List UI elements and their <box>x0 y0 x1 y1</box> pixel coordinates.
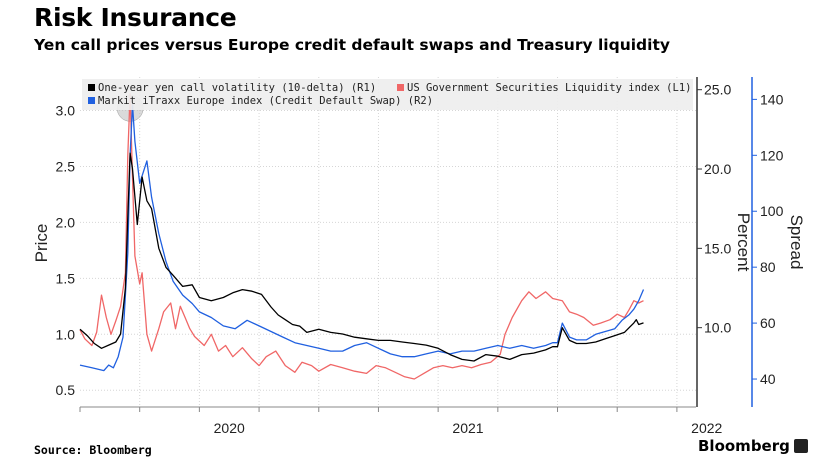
right-spread-tick-label: 80 <box>760 259 776 275</box>
x-tick-label: 2021 <box>452 420 483 436</box>
bloomberg-logo: Bloomberg <box>698 437 808 455</box>
legend: One-year yen call volatility (10-delta) … <box>82 79 693 110</box>
chart-subtitle: Yen call prices versus Europe credit def… <box>34 36 670 54</box>
left-tick-label: 1.0 <box>56 326 76 342</box>
left-tick-label: 2.5 <box>56 158 76 174</box>
right-axis-spread-ticks: 40 60 80 100 120 140 <box>752 91 784 387</box>
right-spread-tick-label: 40 <box>760 371 776 387</box>
right-axis-percent-title: Percent <box>734 213 753 272</box>
left-tick-label: 1.5 <box>56 270 76 286</box>
chart-title: Risk Insurance <box>34 3 237 32</box>
source-note: Source: Bloomberg <box>34 443 152 457</box>
right-spread-tick-label: 60 <box>760 315 776 331</box>
right-spread-tick-label: 140 <box>760 91 784 107</box>
right-percent-tick-label: 25.0 <box>704 82 731 98</box>
right-axis-percent-ticks: 10.0 15.0 20.0 25.0 <box>697 82 731 336</box>
right-axis-spread-title: Spread <box>787 215 806 270</box>
left-tick-label: 3.0 <box>56 103 76 119</box>
brand-mark-icon <box>793 439 808 453</box>
right-percent-tick-label: 10.0 <box>704 320 731 336</box>
left-tick-label: 2.0 <box>56 214 76 230</box>
series-line-1 <box>79 152 644 362</box>
series-line-2 <box>79 104 645 372</box>
legend-label-blue: Markit iTraxx Europe index (Credit Defau… <box>98 95 433 107</box>
legend-swatch-black <box>88 84 95 91</box>
legend-background <box>82 79 693 110</box>
x-tick-label: 2022 <box>691 420 722 436</box>
plot-background <box>80 77 696 407</box>
grid-lines <box>80 77 696 407</box>
series-line-0 <box>79 93 644 380</box>
x-tick-label: 2020 <box>214 420 245 436</box>
legend-swatch-red <box>397 84 404 91</box>
left-axis-title: Price <box>32 224 51 263</box>
right-spread-tick-label: 100 <box>760 203 784 219</box>
legend-label-black: One-year yen call volatility (10-delta) … <box>98 82 376 94</box>
left-tick-label: 0.5 <box>56 382 76 398</box>
series-lines <box>79 93 645 380</box>
legend-swatch-blue <box>88 97 95 104</box>
x-axis-ticks: 2020 2021 2022 <box>79 407 723 436</box>
right-percent-tick-label: 20.0 <box>704 161 731 177</box>
brand-wordmark: Bloomberg <box>698 437 790 455</box>
right-percent-tick-label: 15.0 <box>704 240 731 256</box>
right-spread-tick-label: 120 <box>760 147 784 163</box>
legend-label-red: US Government Securities Liquidity index… <box>407 82 691 94</box>
left-axis-ticks: 0.5 1.0 1.5 2.0 2.5 3.0 <box>56 103 76 399</box>
